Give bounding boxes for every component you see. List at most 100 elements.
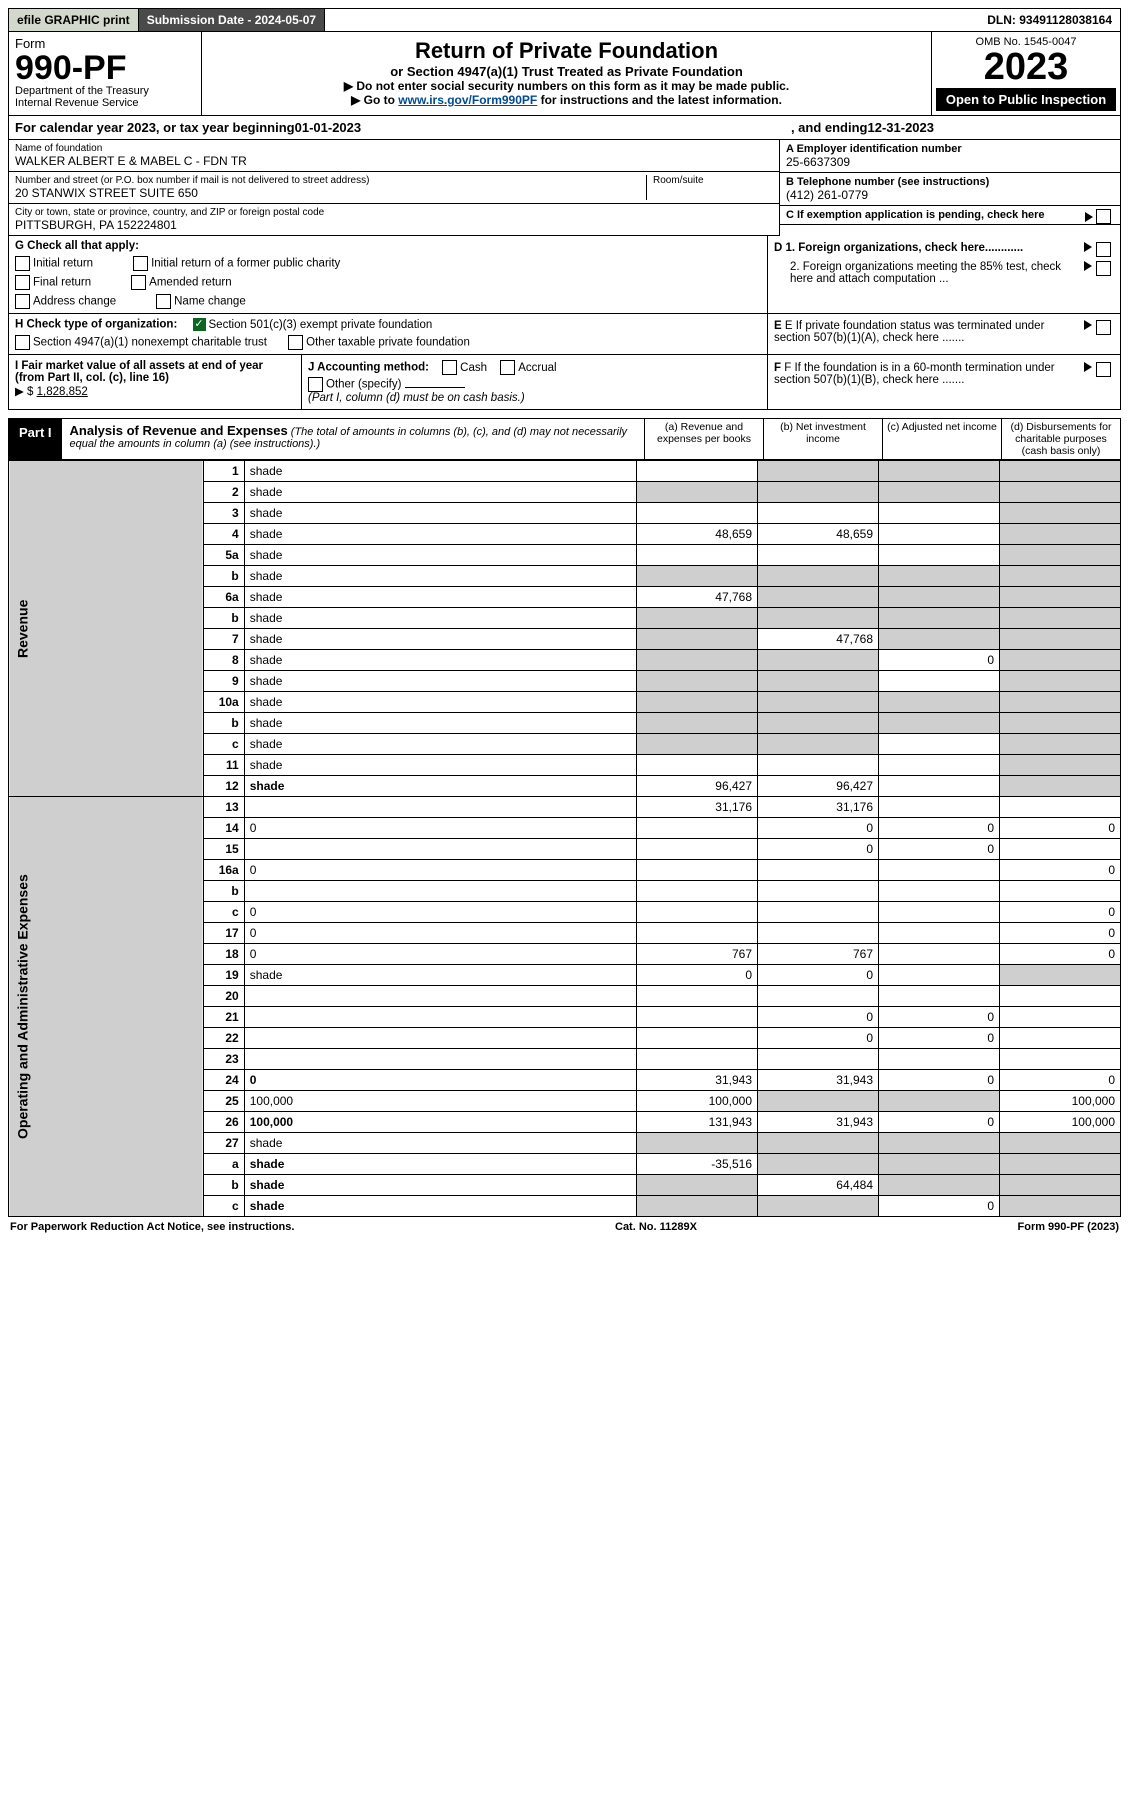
cell-a xyxy=(637,713,758,734)
tax-year: 2023 xyxy=(936,48,1116,86)
row-description: shade xyxy=(244,692,636,713)
row-number: 21 xyxy=(203,1007,244,1028)
cell-d: 0 xyxy=(1000,944,1121,965)
city-state-zip: PITTSBURGH, PA 152224801 xyxy=(15,218,773,232)
row-description: shade xyxy=(244,608,636,629)
expenses-side-label: Operating and Administrative Expenses xyxy=(9,797,204,1217)
col-d-header: (d) Disbursements for charitable purpose… xyxy=(1001,419,1120,459)
header-left: Form 990-PF Department of the Treasury I… xyxy=(9,32,202,115)
cell-d xyxy=(1000,482,1121,503)
row-number: 9 xyxy=(203,671,244,692)
g-o3: Final return xyxy=(33,277,91,289)
cell-c xyxy=(879,524,1000,545)
f-label: F If the foundation is in a 60-month ter… xyxy=(774,362,1055,386)
cell-a xyxy=(637,902,758,923)
h-o1: Section 501(c)(3) exempt private foundat… xyxy=(209,319,433,331)
irs-link[interactable]: www.irs.gov/Form990PF xyxy=(398,93,537,107)
top-bar: efile GRAPHIC print Submission Date - 20… xyxy=(8,8,1121,32)
cal-end: 12-31-2023 xyxy=(868,120,935,135)
cell-c xyxy=(879,944,1000,965)
cell-d xyxy=(1000,755,1121,776)
cell-d xyxy=(1000,524,1121,545)
cell-c xyxy=(879,608,1000,629)
footer-right: Form 990-PF (2023) xyxy=(1018,1221,1119,1233)
g-initial-return-checkbox[interactable] xyxy=(15,256,30,271)
j-cash-checkbox[interactable] xyxy=(442,360,457,375)
cell-d xyxy=(1000,1175,1121,1196)
cell-b xyxy=(758,545,879,566)
cell-a xyxy=(637,461,758,482)
cell-b xyxy=(758,923,879,944)
instr2-post: for instructions and the latest informat… xyxy=(537,93,782,107)
g-final-return-checkbox[interactable] xyxy=(15,275,30,290)
row-number: 1 xyxy=(203,461,244,482)
row-description: shade xyxy=(244,650,636,671)
g-name-change-checkbox[interactable] xyxy=(156,294,171,309)
h-4947-checkbox[interactable] xyxy=(15,335,30,350)
cell-a: 48,659 xyxy=(637,524,758,545)
row-number: 7 xyxy=(203,629,244,650)
cell-a xyxy=(637,650,758,671)
c-checkbox[interactable] xyxy=(1096,209,1111,224)
row-description xyxy=(244,986,636,1007)
cell-a: -35,516 xyxy=(637,1154,758,1175)
cell-d xyxy=(1000,1049,1121,1070)
form-number: 990-PF xyxy=(15,51,195,85)
entity-info: Name of foundation WALKER ALBERT E & MAB… xyxy=(8,140,1121,236)
cell-a xyxy=(637,545,758,566)
cell-c: 0 xyxy=(879,1070,1000,1091)
cal-mid: , and ending xyxy=(791,120,868,135)
cell-a: 96,427 xyxy=(637,776,758,797)
cell-b: 0 xyxy=(758,839,879,860)
row-number: a xyxy=(203,1154,244,1175)
cell-c xyxy=(879,629,1000,650)
row-description: 0 xyxy=(244,923,636,944)
row-description: 100,000 xyxy=(244,1091,636,1112)
j-label: J Accounting method: xyxy=(308,362,429,374)
row-number: 18 xyxy=(203,944,244,965)
cell-d: 0 xyxy=(1000,860,1121,881)
cell-b xyxy=(758,671,879,692)
h-501c3-checkbox[interactable]: ✓ xyxy=(193,318,206,331)
row-number: 12 xyxy=(203,776,244,797)
cell-a: 47,768 xyxy=(637,587,758,608)
h-other-taxable-checkbox[interactable] xyxy=(288,335,303,350)
row-number: 19 xyxy=(203,965,244,986)
cell-c xyxy=(879,461,1000,482)
header-right: OMB No. 1545-0047 2023 Open to Public In… xyxy=(931,32,1120,115)
cell-d xyxy=(1000,629,1121,650)
instruction-1: ▶ Do not enter social security numbers o… xyxy=(208,79,925,93)
d2-checkbox[interactable] xyxy=(1096,261,1111,276)
g-amended-checkbox[interactable] xyxy=(131,275,146,290)
row-description: 0 xyxy=(244,818,636,839)
g-section: G Check all that apply: Initial return I… xyxy=(9,236,768,313)
cell-d xyxy=(1000,545,1121,566)
cell-d xyxy=(1000,1133,1121,1154)
j-accrual-checkbox[interactable] xyxy=(500,360,515,375)
row-description: shade xyxy=(244,671,636,692)
cell-b xyxy=(758,608,879,629)
efile-print-label[interactable]: efile GRAPHIC print xyxy=(9,9,139,31)
row-number: 4 xyxy=(203,524,244,545)
row-description: shade xyxy=(244,965,636,986)
footer-mid: Cat. No. 11289X xyxy=(615,1221,697,1233)
j-o2: Accrual xyxy=(518,362,556,374)
address: 20 STANWIX STREET SUITE 650 xyxy=(15,186,646,200)
revenue-side-label: Revenue xyxy=(9,461,204,797)
cell-b: 0 xyxy=(758,965,879,986)
dln: DLN: 93491128038164 xyxy=(979,9,1120,31)
e-checkbox[interactable] xyxy=(1096,320,1111,335)
f-checkbox[interactable] xyxy=(1096,362,1111,377)
cell-d xyxy=(1000,839,1121,860)
cell-d xyxy=(1000,965,1121,986)
cell-b xyxy=(758,503,879,524)
c-label: C If exemption application is pending, c… xyxy=(786,209,1045,221)
g-address-change-checkbox[interactable] xyxy=(15,294,30,309)
header-center: Return of Private Foundation or Section … xyxy=(202,32,931,115)
g-initial-former-checkbox[interactable] xyxy=(133,256,148,271)
d1-checkbox[interactable] xyxy=(1096,242,1111,257)
j-other-checkbox[interactable] xyxy=(308,377,323,392)
cell-b xyxy=(758,650,879,671)
table-row: Operating and Administrative Expenses133… xyxy=(9,797,1121,818)
row-number: 3 xyxy=(203,503,244,524)
